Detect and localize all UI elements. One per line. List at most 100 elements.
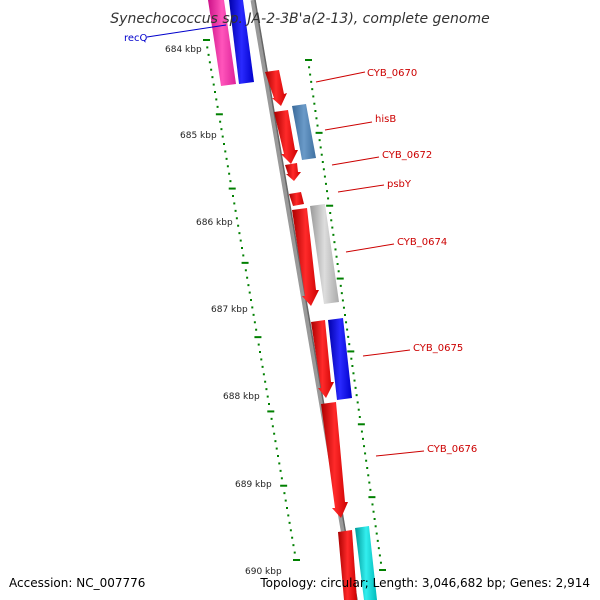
gene-feature-cyb0674[interactable] — [310, 204, 339, 304]
minor-tick — [350, 357, 353, 360]
minor-tick — [241, 247, 243, 249]
minor-tick — [250, 299, 252, 301]
minor-tick — [351, 365, 354, 367]
minor-tick — [354, 386, 357, 389]
gene-feature-psby[interactable] — [289, 192, 304, 206]
minor-tick — [257, 343, 260, 346]
minor-tick — [367, 474, 370, 477]
major-tick — [357, 423, 365, 426]
minor-tick — [311, 88, 314, 91]
minor-tick — [372, 510, 375, 513]
minor-tick — [214, 91, 216, 93]
minor-tick — [356, 401, 359, 404]
major-tick — [280, 484, 288, 487]
major-tick — [305, 59, 312, 61]
minor-tick — [283, 492, 286, 495]
gene-feature-red[interactable] — [274, 110, 298, 164]
minor-tick — [286, 507, 288, 509]
gene-feature-cyan[interactable] — [355, 526, 377, 600]
minor-tick — [226, 165, 229, 168]
minor-tick — [268, 403, 270, 405]
minor-tick — [244, 269, 247, 272]
kbp-label: 690 kbp — [245, 567, 282, 577]
minor-tick — [352, 372, 355, 375]
minor-tick — [292, 544, 295, 547]
gene-feature-red[interactable] — [311, 320, 334, 398]
minor-tick — [348, 343, 351, 346]
gene-feature-pink[interactable] — [208, 0, 236, 86]
minor-tick — [361, 437, 364, 440]
gene-label-cyb0675[interactable]: CYB_0675 — [413, 343, 463, 354]
gene-feature-blue[interactable] — [229, 0, 254, 84]
minor-tick — [233, 202, 236, 205]
minor-tick — [275, 447, 278, 450]
minor-tick — [310, 80, 313, 83]
minor-tick — [326, 190, 329, 193]
minor-tick — [266, 395, 269, 398]
minor-tick — [289, 529, 292, 532]
minor-tick — [369, 488, 372, 491]
minor-tick — [252, 313, 255, 316]
minor-tick — [251, 306, 254, 309]
minor-tick — [333, 241, 336, 244]
minor-tick — [208, 61, 211, 64]
gene-label-cyb0676[interactable]: CYB_0676 — [427, 444, 477, 455]
minor-tick — [225, 157, 228, 160]
minor-tick — [232, 195, 234, 197]
minor-tick — [332, 233, 335, 236]
minor-tick — [291, 536, 294, 539]
minor-tick — [346, 328, 349, 331]
minor-tick — [323, 175, 326, 178]
gene-feature-red-long[interactable] — [292, 208, 319, 306]
minor-tick — [341, 299, 344, 302]
minor-tick — [237, 224, 240, 227]
gene-feature-cyb0675[interactable] — [328, 318, 352, 400]
gene-label-recq[interactable]: recQ — [124, 33, 148, 44]
minor-tick — [345, 321, 348, 324]
minor-tick — [274, 440, 277, 443]
minor-tick — [220, 128, 223, 131]
gene-feature-cyb0672[interactable] — [285, 163, 301, 181]
major-tick — [379, 569, 386, 571]
minor-tick — [374, 525, 377, 528]
minor-tick — [330, 219, 333, 222]
gene-label-cyb0670[interactable]: CYB_0670 — [367, 68, 417, 79]
gene-feature-cyb0670[interactable] — [265, 70, 287, 106]
minor-tick — [262, 373, 265, 376]
gene-labels: recQ CYB_0670 hisB CYB_0672 psbY CYB_067… — [124, 33, 477, 455]
minor-tick — [353, 379, 356, 382]
gene-feature-red[interactable] — [338, 530, 357, 600]
major-tick — [336, 277, 344, 280]
minor-tick — [248, 291, 251, 294]
minor-tick — [246, 276, 249, 279]
minor-tick — [265, 388, 268, 391]
minor-tick — [271, 425, 274, 428]
kbp-label: 688 kbp — [223, 392, 260, 402]
minor-tick — [229, 180, 232, 183]
gene-label-cyb0672[interactable]: CYB_0672 — [382, 150, 432, 161]
minor-tick — [376, 539, 379, 542]
minor-tick — [270, 417, 273, 420]
kbp-labels: 684 kbp 685 kbp 686 kbp 687 kbp 688 kbp … — [165, 45, 282, 577]
minor-tick — [223, 143, 225, 145]
minor-tick — [238, 232, 241, 235]
minor-tick — [378, 554, 381, 557]
gene-feature-hisb[interactable] — [292, 104, 316, 160]
kbp-label: 684 kbp — [165, 45, 202, 55]
minor-tick — [253, 321, 256, 324]
minor-tick — [211, 76, 214, 79]
gene-label-cyb0674[interactable]: CYB_0674 — [397, 237, 447, 248]
major-tick — [241, 261, 249, 264]
minor-tick — [260, 358, 263, 361]
major-tick — [347, 350, 355, 353]
gene-label-psby[interactable]: psbY — [387, 179, 412, 190]
minor-tick — [277, 455, 279, 457]
minor-tick — [279, 469, 282, 472]
minor-tick — [312, 95, 315, 98]
gene-label-hisb[interactable]: hisB — [375, 114, 396, 125]
minor-tick — [335, 255, 338, 258]
minor-tick — [315, 117, 318, 120]
minor-tick — [336, 263, 339, 265]
minor-tick — [360, 430, 363, 433]
gene-feature-cyb0676[interactable] — [321, 402, 348, 518]
